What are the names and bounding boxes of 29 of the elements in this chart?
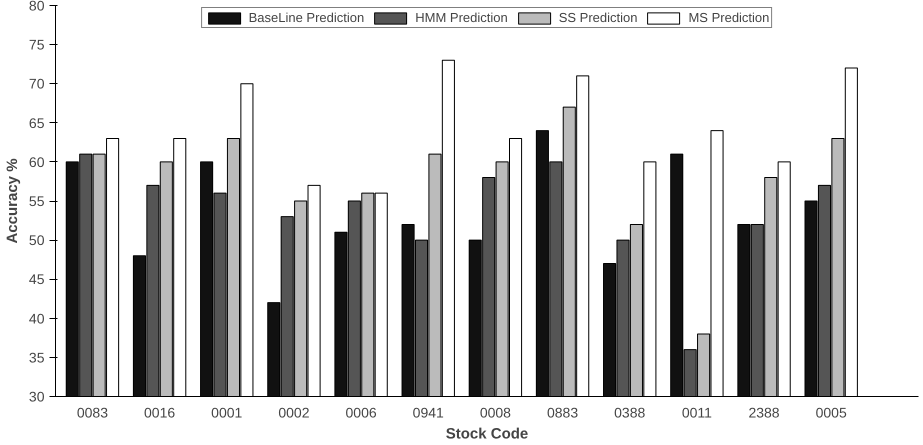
y-tick-label: 40 <box>28 310 45 326</box>
legend-label: HMM Prediction <box>415 10 508 25</box>
y-tick-label: 45 <box>28 271 45 288</box>
x-tick-label: 0388 <box>614 404 646 420</box>
legend-label: SS Prediction <box>558 10 638 25</box>
legend-label: MS Prediction <box>688 10 770 25</box>
x-tick-label: 0016 <box>144 404 176 420</box>
y-tick-label: 50 <box>28 232 45 248</box>
y-tick-label: 60 <box>28 154 45 170</box>
y-tick-label: 75 <box>28 36 45 53</box>
x-tick-label: 0002 <box>278 404 310 420</box>
x-axis-title: Stock Code <box>446 426 528 442</box>
y-tick-label: 55 <box>28 193 45 209</box>
y-tick-label: 70 <box>28 76 45 92</box>
x-tick-label: 0011 <box>682 404 712 420</box>
legend-label: BaseLine Prediction <box>248 10 364 25</box>
x-tick-label: 0083 <box>76 404 108 420</box>
x-tick-label: 0941 <box>412 404 444 420</box>
y-tick-label: 80 <box>28 0 45 14</box>
y-tick-label: 65 <box>28 114 45 131</box>
y-tick-label: 30 <box>28 388 45 404</box>
y-tick-label: 35 <box>28 349 45 366</box>
y-axis-title: Accuracy % <box>4 158 21 244</box>
x-tick-label: 0008 <box>480 404 512 420</box>
x-tick-label: 0001 <box>211 404 243 420</box>
x-tick-label: 0883 <box>546 404 578 420</box>
x-tick-label: 2388 <box>748 404 780 420</box>
x-tick-label: 0006 <box>346 404 377 420</box>
x-tick-label: 0005 <box>816 404 847 420</box>
